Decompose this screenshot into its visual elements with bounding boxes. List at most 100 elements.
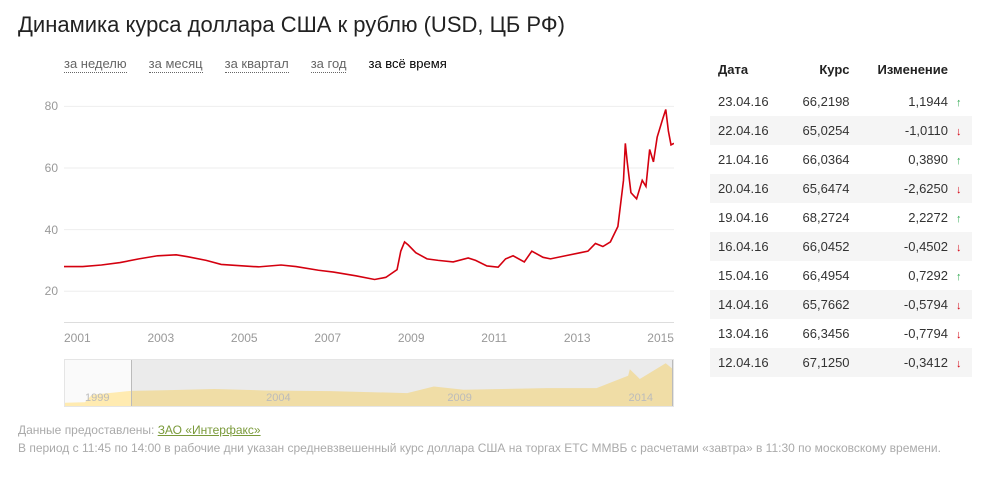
arrow-down-icon: ↓ xyxy=(956,358,962,370)
range-tab[interactable]: за месяц xyxy=(149,56,203,73)
x-axis-label: 2007 xyxy=(314,331,341,345)
main-chart: 20406080 2001200320052007200920112013201… xyxy=(18,91,682,351)
x-axis-label: 2015 xyxy=(647,331,674,345)
cell-change: -2,6250 xyxy=(858,174,956,203)
y-axis-label: 80 xyxy=(45,99,64,113)
table-row: 19.04.1668,27242,2272↑ xyxy=(710,203,972,232)
cell-arrow: ↓ xyxy=(956,290,972,319)
y-axis-label: 60 xyxy=(45,161,64,175)
overview-chart[interactable]: 1999200420092014 xyxy=(64,359,674,407)
cell-change: 2,2272 xyxy=(858,203,956,232)
overview-tick: 2014 xyxy=(629,392,653,404)
cell-rate: 67,1250 xyxy=(786,348,858,377)
cell-arrow: ↑ xyxy=(956,261,972,290)
x-axis-label: 2003 xyxy=(147,331,174,345)
cell-arrow: ↓ xyxy=(956,116,972,145)
chart-column: за неделю за месяц за квартал за год за всё … xyxy=(18,56,682,407)
table-row: 20.04.1665,6474-2,6250↓ xyxy=(710,174,972,203)
cell-arrow: ↓ xyxy=(956,348,972,377)
cell-rate: 66,0364 xyxy=(786,145,858,174)
cell-arrow: ↓ xyxy=(956,319,972,348)
cell-date: 15.04.16 xyxy=(710,261,786,290)
cell-date: 20.04.16 xyxy=(710,174,786,203)
table-header-cell: Курс xyxy=(786,56,858,87)
x-axis-label: 2001 xyxy=(64,331,91,345)
y-axis-label: 20 xyxy=(45,284,64,298)
range-tab[interactable]: за квартал xyxy=(225,56,289,73)
cell-arrow: ↓ xyxy=(956,232,972,261)
cell-change: -1,0110 xyxy=(858,116,956,145)
arrow-up-icon: ↑ xyxy=(956,271,962,283)
footer-prefix: Данные предоставлены: xyxy=(18,423,158,437)
range-tab[interactable]: за год xyxy=(311,56,347,73)
arrow-down-icon: ↓ xyxy=(956,184,962,196)
x-axis-label: 2013 xyxy=(564,331,591,345)
table-header-cell: Дата xyxy=(710,56,786,87)
content-row: за неделю за месяц за квартал за год за всё … xyxy=(18,56,972,407)
cell-date: 23.04.16 xyxy=(710,87,786,116)
cell-date: 16.04.16 xyxy=(710,232,786,261)
cell-date: 13.04.16 xyxy=(710,319,786,348)
x-axis-label: 2009 xyxy=(398,331,425,345)
cell-date: 14.04.16 xyxy=(710,290,786,319)
range-tab[interactable]: за всё время xyxy=(368,56,446,73)
cell-change: 0,3890 xyxy=(858,145,956,174)
chart-svg xyxy=(64,91,674,322)
x-axis-label: 2005 xyxy=(231,331,258,345)
arrow-down-icon: ↓ xyxy=(956,242,962,254)
footer: Данные предоставлены: ЗАО «Интерфакс» В … xyxy=(18,421,972,457)
table-row: 13.04.1666,3456-0,7794↓ xyxy=(710,319,972,348)
footer-source-link[interactable]: ЗАО «Интерфакс» xyxy=(158,423,261,437)
table-header-cell xyxy=(956,56,972,87)
cell-change: -0,7794 xyxy=(858,319,956,348)
cell-arrow: ↑ xyxy=(956,87,972,116)
x-axis-labels: 2001 2003 2005 2007 2009 2011 2013 2015 xyxy=(64,331,674,345)
cell-rate: 66,4954 xyxy=(786,261,858,290)
cell-arrow: ↑ xyxy=(956,203,972,232)
cell-date: 19.04.16 xyxy=(710,203,786,232)
arrow-up-icon: ↑ xyxy=(956,97,962,109)
cell-change: -0,5794 xyxy=(858,290,956,319)
cell-rate: 65,0254 xyxy=(786,116,858,145)
cell-change: 0,7292 xyxy=(858,261,956,290)
table-body: 23.04.1666,21981,1944↑22.04.1665,0254-1,… xyxy=(710,87,972,377)
arrow-down-icon: ↓ xyxy=(956,329,962,341)
arrow-down-icon: ↓ xyxy=(956,300,962,312)
table-row: 16.04.1666,0452-0,4502↓ xyxy=(710,232,972,261)
cell-rate: 68,2724 xyxy=(786,203,858,232)
cell-arrow: ↑ xyxy=(956,145,972,174)
y-axis-label: 40 xyxy=(45,223,64,237)
cell-rate: 65,7662 xyxy=(786,290,858,319)
arrow-up-icon: ↑ xyxy=(956,213,962,225)
page-title: Динамика курса доллара США к рублю (USD,… xyxy=(18,12,972,38)
cell-date: 12.04.16 xyxy=(710,348,786,377)
range-tabs: за неделю за месяц за квартал за год за всё … xyxy=(64,56,682,73)
table-header-cell: Изменение xyxy=(858,56,956,87)
cell-change: 1,1944 xyxy=(858,87,956,116)
table-row: 23.04.1666,21981,1944↑ xyxy=(710,87,972,116)
plot-area: 20406080 xyxy=(64,91,674,323)
rate-table-column: ДатаКурсИзменение 23.04.1666,21981,1944↑… xyxy=(710,56,972,407)
table-row: 15.04.1666,49540,7292↑ xyxy=(710,261,972,290)
footer-note: В период с 11:45 по 14:00 в рабочие дни … xyxy=(18,441,941,455)
rate-table: ДатаКурсИзменение 23.04.1666,21981,1944↑… xyxy=(710,56,972,377)
cell-rate: 66,0452 xyxy=(786,232,858,261)
table-row: 14.04.1665,7662-0,5794↓ xyxy=(710,290,972,319)
cell-date: 21.04.16 xyxy=(710,145,786,174)
arrow-up-icon: ↑ xyxy=(956,155,962,167)
cell-change: -0,3412 xyxy=(858,348,956,377)
range-tab[interactable]: за неделю xyxy=(64,56,127,73)
overview-tick: 1999 xyxy=(85,392,109,404)
table-row: 21.04.1666,03640,3890↑ xyxy=(710,145,972,174)
cell-rate: 65,6474 xyxy=(786,174,858,203)
cell-rate: 66,3456 xyxy=(786,319,858,348)
cell-date: 22.04.16 xyxy=(710,116,786,145)
cell-rate: 66,2198 xyxy=(786,87,858,116)
table-row: 12.04.1667,1250-0,3412↓ xyxy=(710,348,972,377)
overview-tick: 2004 xyxy=(266,392,290,404)
table-row: 22.04.1665,0254-1,0110↓ xyxy=(710,116,972,145)
x-axis-label: 2011 xyxy=(481,331,507,345)
cell-arrow: ↓ xyxy=(956,174,972,203)
arrow-down-icon: ↓ xyxy=(956,126,962,138)
table-header-row: ДатаКурсИзменение xyxy=(710,56,972,87)
